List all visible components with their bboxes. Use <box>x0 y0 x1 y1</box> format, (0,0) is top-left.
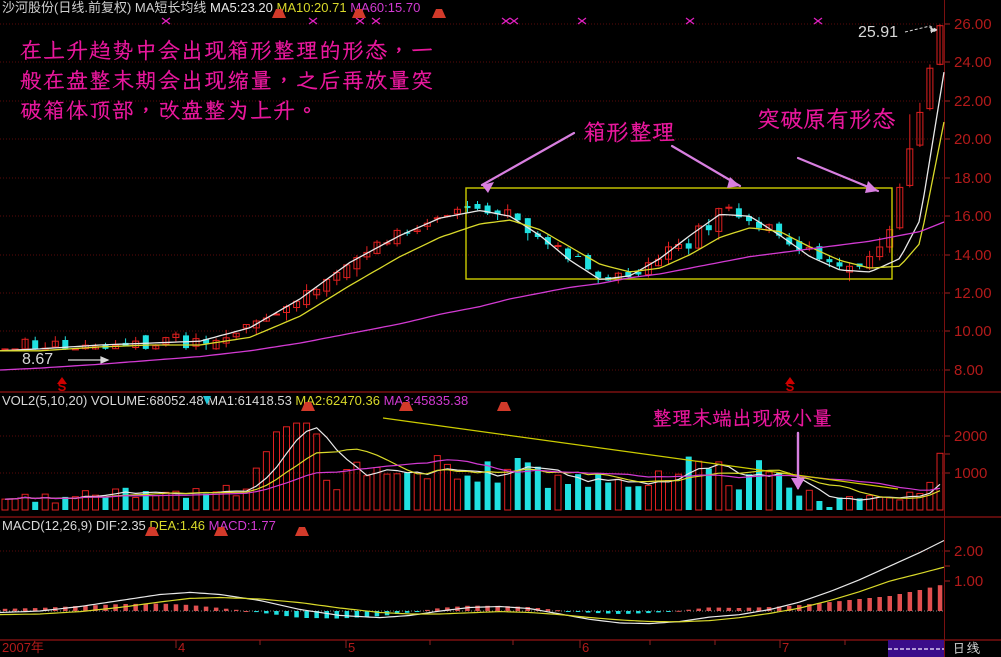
svg-text:S: S <box>786 379 795 394</box>
svg-text:突破原有形态: 突破原有形态 <box>757 103 895 134</box>
svg-text:8.00: 8.00 <box>954 362 983 379</box>
svg-text:2.00: 2.00 <box>954 543 983 560</box>
svg-text:整理末端出现极小量: 整理末端出现极小量 <box>652 404 832 431</box>
svg-text:6: 6 <box>582 640 589 655</box>
svg-text:16.00: 16.00 <box>954 208 992 225</box>
svg-text:10.00: 10.00 <box>954 323 992 340</box>
svg-text:7: 7 <box>782 640 789 655</box>
svg-text:24.00: 24.00 <box>954 54 992 71</box>
svg-text:箱形整理: 箱形整理 <box>583 116 675 147</box>
svg-text:14.00: 14.00 <box>954 247 992 264</box>
svg-text:22.00: 22.00 <box>954 93 992 110</box>
svg-text:日线: 日线 <box>952 639 980 657</box>
svg-text:S: S <box>58 379 67 394</box>
svg-text:4: 4 <box>178 640 185 655</box>
svg-text:1.00: 1.00 <box>954 573 983 590</box>
svg-text:12.00: 12.00 <box>954 285 992 302</box>
svg-text:5: 5 <box>348 640 355 655</box>
svg-text:1000: 1000 <box>954 465 987 482</box>
svg-text:20.00: 20.00 <box>954 131 992 148</box>
svg-text:25.91: 25.91 <box>858 24 898 41</box>
svg-text:18.00: 18.00 <box>954 170 992 187</box>
svg-text:2000: 2000 <box>954 428 987 445</box>
svg-text:26.00: 26.00 <box>954 16 992 33</box>
svg-text:8.67: 8.67 <box>22 351 53 368</box>
svg-text:2007年: 2007年 <box>2 640 44 655</box>
